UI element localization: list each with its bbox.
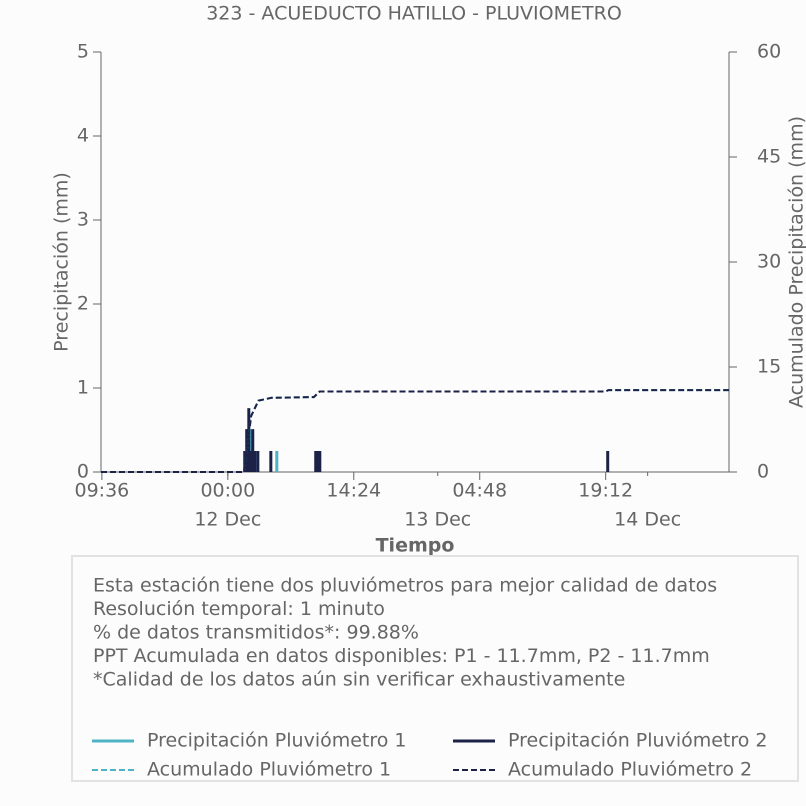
x-tick-label: 00:00 <box>200 480 255 502</box>
note-line: % de datos transmitidos*: 99.88% <box>93 622 419 644</box>
note-line: PPT Acumulada en datos disponibles: P1 -… <box>93 645 710 667</box>
y2-tick-label: 15 <box>757 356 781 378</box>
y-tick-label: 5 <box>77 41 89 63</box>
y-tick-label: 4 <box>77 125 89 147</box>
y2-tick-label: 60 <box>757 41 781 63</box>
legend-label: Precipitación Pluviómetro 2 <box>508 730 768 752</box>
legend-label: Acumulado Pluviómetro 2 <box>508 759 752 781</box>
y-tick-label: 0 <box>77 461 89 483</box>
y2-axis-label: Acumulado Precipitación (mm) <box>786 116 806 408</box>
y2-tick-label: 30 <box>757 251 781 273</box>
y-tick-label: 2 <box>77 293 89 315</box>
chart-title: 323 - ACUEDUCTO HATILLO - PLUVIOMETRO <box>206 3 622 25</box>
legend-label: Acumulado Pluviómetro 1 <box>147 759 391 781</box>
legend-label: Precipitación Pluviómetro 1 <box>147 730 407 752</box>
x-day-label: 13 Dec <box>404 509 471 531</box>
x-day-label: 14 Dec <box>614 509 681 531</box>
y-tick-label: 1 <box>77 377 89 399</box>
note-line: *Calidad de los datos aún sin verificar … <box>93 669 625 691</box>
y-tick-label: 3 <box>77 209 89 231</box>
x-tick-label: 14:24 <box>326 480 381 502</box>
x-tick-label: 04:48 <box>452 480 507 502</box>
y2-tick-label: 0 <box>757 461 769 483</box>
cumulative-line <box>101 389 729 473</box>
y2-tick-label: 45 <box>757 146 781 168</box>
cumulative-line <box>101 389 729 473</box>
y-axis-label: Precipitación (mm) <box>51 172 73 352</box>
note-line: Resolución temporal: 1 minuto <box>93 598 385 620</box>
legend-box <box>71 555 799 782</box>
x-tick-label: 19:12 <box>578 480 633 502</box>
note-line: Esta estación tiene dos pluviómetros par… <box>93 575 717 597</box>
x-tick-label: 09:36 <box>74 480 129 502</box>
x-day-label: 12 Dec <box>194 509 261 531</box>
x-axis-label: Tiempo <box>376 535 455 557</box>
